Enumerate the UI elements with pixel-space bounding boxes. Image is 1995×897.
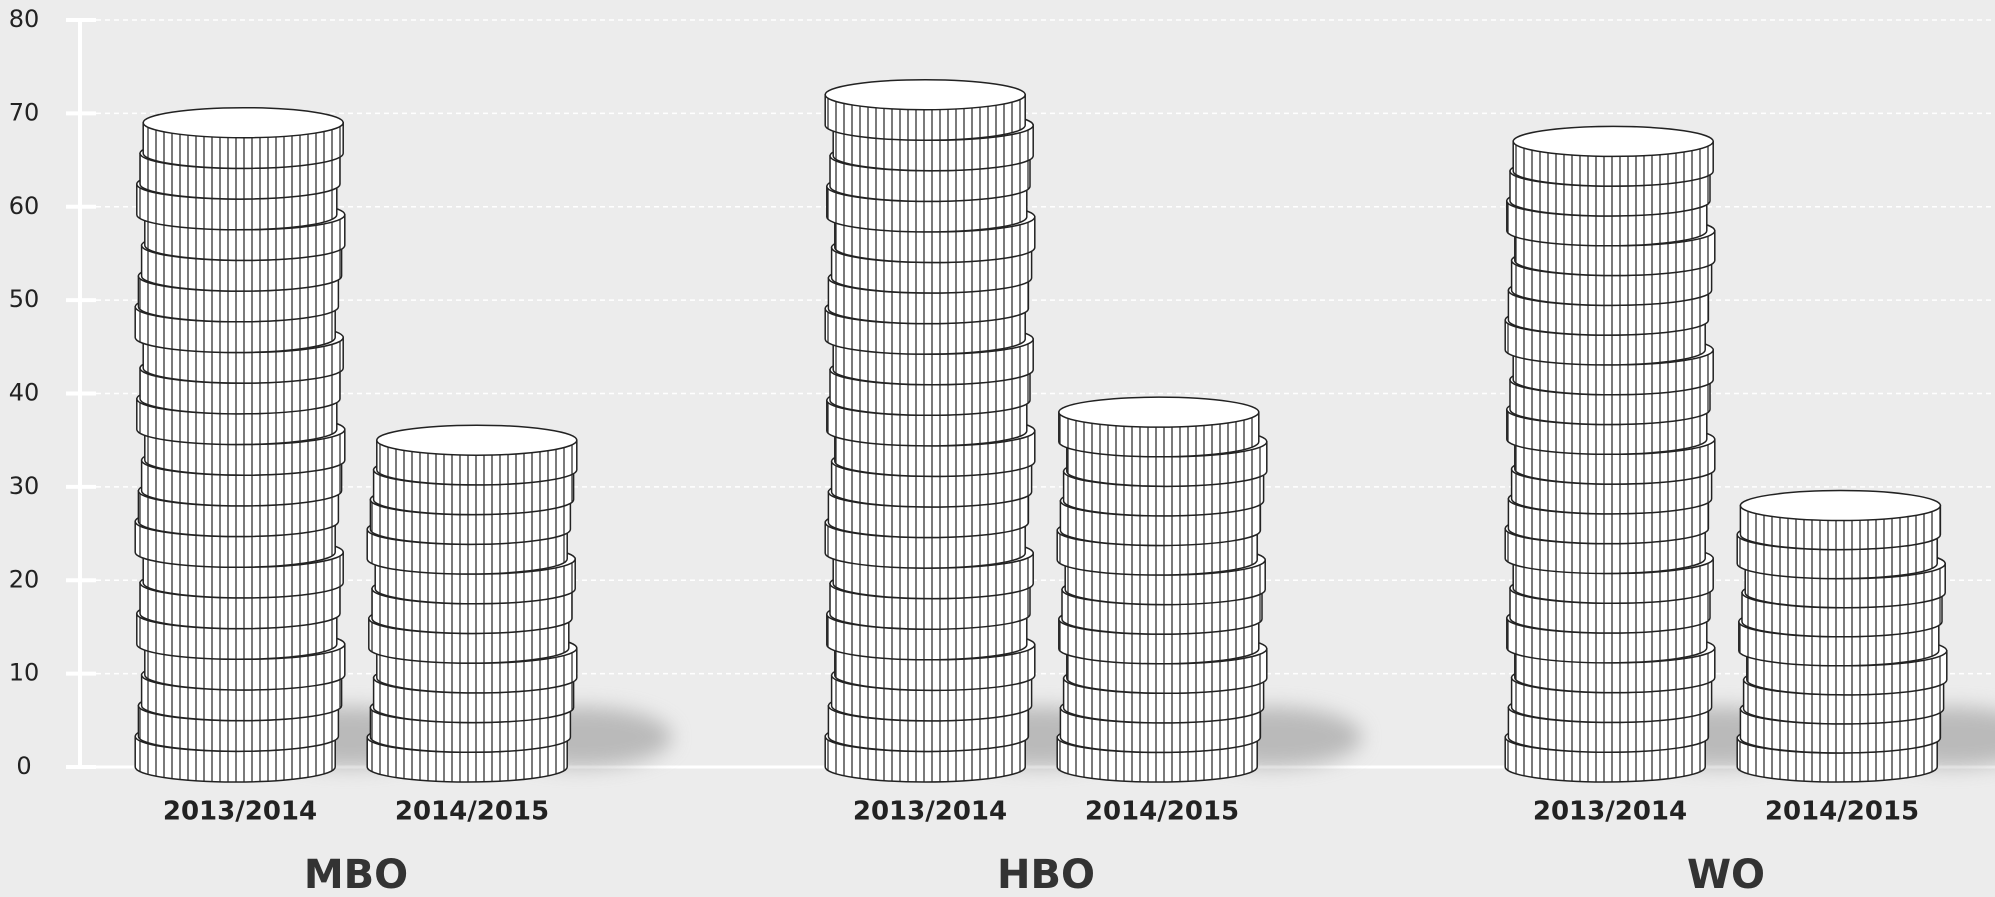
series-label: 2013/2014 — [853, 797, 1007, 827]
coin-stack — [367, 425, 672, 782]
group-label: HBO — [997, 852, 1095, 897]
series-label: 2013/2014 — [163, 797, 317, 827]
y-tick-label: 70 — [9, 98, 40, 126]
y-tick-label: 60 — [9, 192, 40, 220]
coin-face — [143, 108, 343, 138]
series-label: 2014/2015 — [1765, 797, 1919, 827]
series-label: 2014/2015 — [395, 797, 549, 827]
coin-face — [1740, 491, 1940, 521]
y-tick-label: 80 — [9, 5, 40, 33]
series-label: 2014/2015 — [1085, 797, 1239, 827]
y-tick-label: 0 — [16, 752, 31, 780]
group-label: WO — [1687, 852, 1765, 897]
coin-face — [1513, 126, 1713, 156]
coin-face — [377, 425, 577, 455]
y-tick-label: 40 — [9, 379, 40, 407]
y-tick-label: 10 — [9, 659, 40, 687]
group-label: MBO — [304, 852, 408, 897]
coin-face — [825, 80, 1025, 110]
y-tick-label: 50 — [9, 285, 40, 313]
y-tick-label: 20 — [9, 565, 40, 593]
coin-stack — [1057, 397, 1362, 782]
series-label: 2013/2014 — [1533, 797, 1687, 827]
coin-face — [1059, 397, 1259, 427]
chart: 0 10 20 30 40 50 60 70 80 MBO 2013/2014 2014/2015 HB… — [0, 0, 1995, 897]
coin-stack — [1737, 491, 1995, 782]
y-tick-label: 30 — [9, 472, 40, 500]
